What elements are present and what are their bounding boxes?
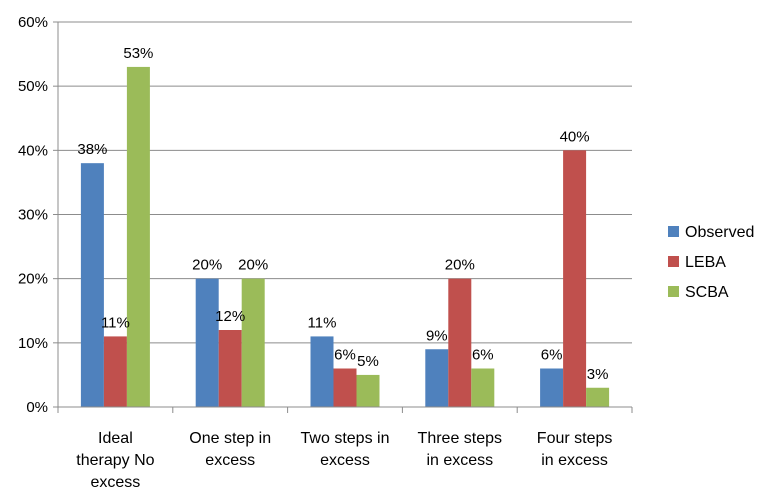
y-tick-label: 50% <box>18 78 48 95</box>
y-tick-label: 20% <box>18 271 48 288</box>
legend-label: SCBA <box>685 284 729 301</box>
bar-scba <box>126 66 150 408</box>
bar-scba <box>356 374 380 407</box>
legend-label: Observed <box>685 224 754 241</box>
x-category-label: excess <box>91 474 141 489</box>
data-label: 11% <box>101 314 130 331</box>
y-tick-label: 30% <box>18 207 48 224</box>
data-label: 38% <box>77 141 107 158</box>
legend-label: LEBA <box>685 254 726 271</box>
data-label: 20% <box>445 257 475 274</box>
bar-leba <box>103 336 127 407</box>
bar-leba <box>448 278 472 407</box>
x-category-label: in excess <box>426 452 493 469</box>
bars <box>80 66 610 408</box>
bar-scba <box>241 278 265 407</box>
x-category-label: Four steps <box>537 430 613 447</box>
legend: Observed LEBA SCBA <box>668 224 754 301</box>
x-category-label: One step in <box>189 430 271 447</box>
bar-observed <box>425 349 449 407</box>
x-category-label: excess <box>205 452 255 469</box>
data-label: 3% <box>587 366 609 383</box>
x-category-label: Three steps <box>418 430 502 447</box>
data-label: 20% <box>192 257 222 274</box>
x-category-label: excess <box>320 452 370 469</box>
bar-observed <box>540 368 564 407</box>
data-label: 6% <box>541 347 563 364</box>
y-axis-tick-labels: 0% 10% 20% 30% 40% 50% 60% <box>18 14 48 416</box>
data-label: 40% <box>560 128 590 145</box>
x-category-label: Two steps in <box>301 430 390 447</box>
bar-observed <box>195 278 219 407</box>
axes <box>57 22 633 413</box>
bar-leba <box>218 330 242 407</box>
data-label: 20% <box>238 257 268 274</box>
bar-leba <box>333 368 357 407</box>
y-tick-label: 40% <box>18 142 48 159</box>
data-label: 9% <box>426 327 448 344</box>
data-label: 12% <box>215 308 245 325</box>
y-tick-label: 10% <box>18 335 48 352</box>
bar-scba <box>471 368 495 407</box>
data-label: 6% <box>472 347 494 364</box>
bar-observed <box>310 336 334 407</box>
data-labels: 38%11%53%20%12%20%11%6% 5%9%20%6% 6%40%3% <box>77 45 608 383</box>
y-tick-label: 60% <box>18 14 48 31</box>
bar-leba <box>563 150 587 408</box>
x-category-label: in excess <box>541 452 608 469</box>
data-label: 53% <box>123 45 153 62</box>
bar-observed <box>80 163 104 407</box>
data-label: 6% <box>334 347 356 364</box>
gridlines <box>53 21 632 408</box>
data-label: 5% <box>357 353 379 370</box>
x-axis-category-labels: Ideal therapy No excess One step in excess Tw… <box>76 430 612 489</box>
x-category-label: therapy No <box>76 452 154 469</box>
legend-swatch-leba <box>668 256 679 267</box>
x-category-label: Ideal <box>98 430 133 447</box>
data-label: 11% <box>308 314 337 331</box>
legend-swatch-observed <box>668 226 679 237</box>
legend-swatch-scba <box>668 286 679 297</box>
y-tick-label: 0% <box>26 399 48 416</box>
bar-scba <box>586 387 610 407</box>
